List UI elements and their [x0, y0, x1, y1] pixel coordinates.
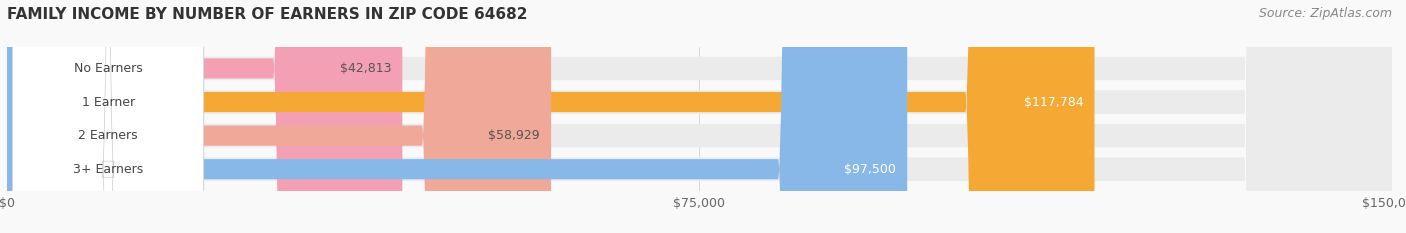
Text: Source: ZipAtlas.com: Source: ZipAtlas.com — [1258, 7, 1392, 20]
FancyBboxPatch shape — [13, 0, 204, 233]
FancyBboxPatch shape — [7, 0, 1094, 233]
Text: FAMILY INCOME BY NUMBER OF EARNERS IN ZIP CODE 64682: FAMILY INCOME BY NUMBER OF EARNERS IN ZI… — [7, 7, 527, 22]
FancyBboxPatch shape — [13, 0, 204, 233]
Text: 1 Earner: 1 Earner — [82, 96, 135, 109]
Text: 2 Earners: 2 Earners — [79, 129, 138, 142]
FancyBboxPatch shape — [7, 0, 551, 233]
FancyBboxPatch shape — [13, 0, 204, 233]
FancyBboxPatch shape — [7, 0, 907, 233]
FancyBboxPatch shape — [7, 0, 1392, 233]
FancyBboxPatch shape — [13, 0, 204, 233]
FancyBboxPatch shape — [7, 0, 402, 233]
Text: $58,929: $58,929 — [488, 129, 540, 142]
Text: $117,784: $117,784 — [1024, 96, 1084, 109]
Text: 3+ Earners: 3+ Earners — [73, 163, 143, 176]
FancyBboxPatch shape — [7, 0, 1392, 233]
FancyBboxPatch shape — [7, 0, 1392, 233]
Text: No Earners: No Earners — [73, 62, 142, 75]
Text: $97,500: $97,500 — [844, 163, 896, 176]
Text: $42,813: $42,813 — [340, 62, 391, 75]
FancyBboxPatch shape — [7, 0, 1392, 233]
